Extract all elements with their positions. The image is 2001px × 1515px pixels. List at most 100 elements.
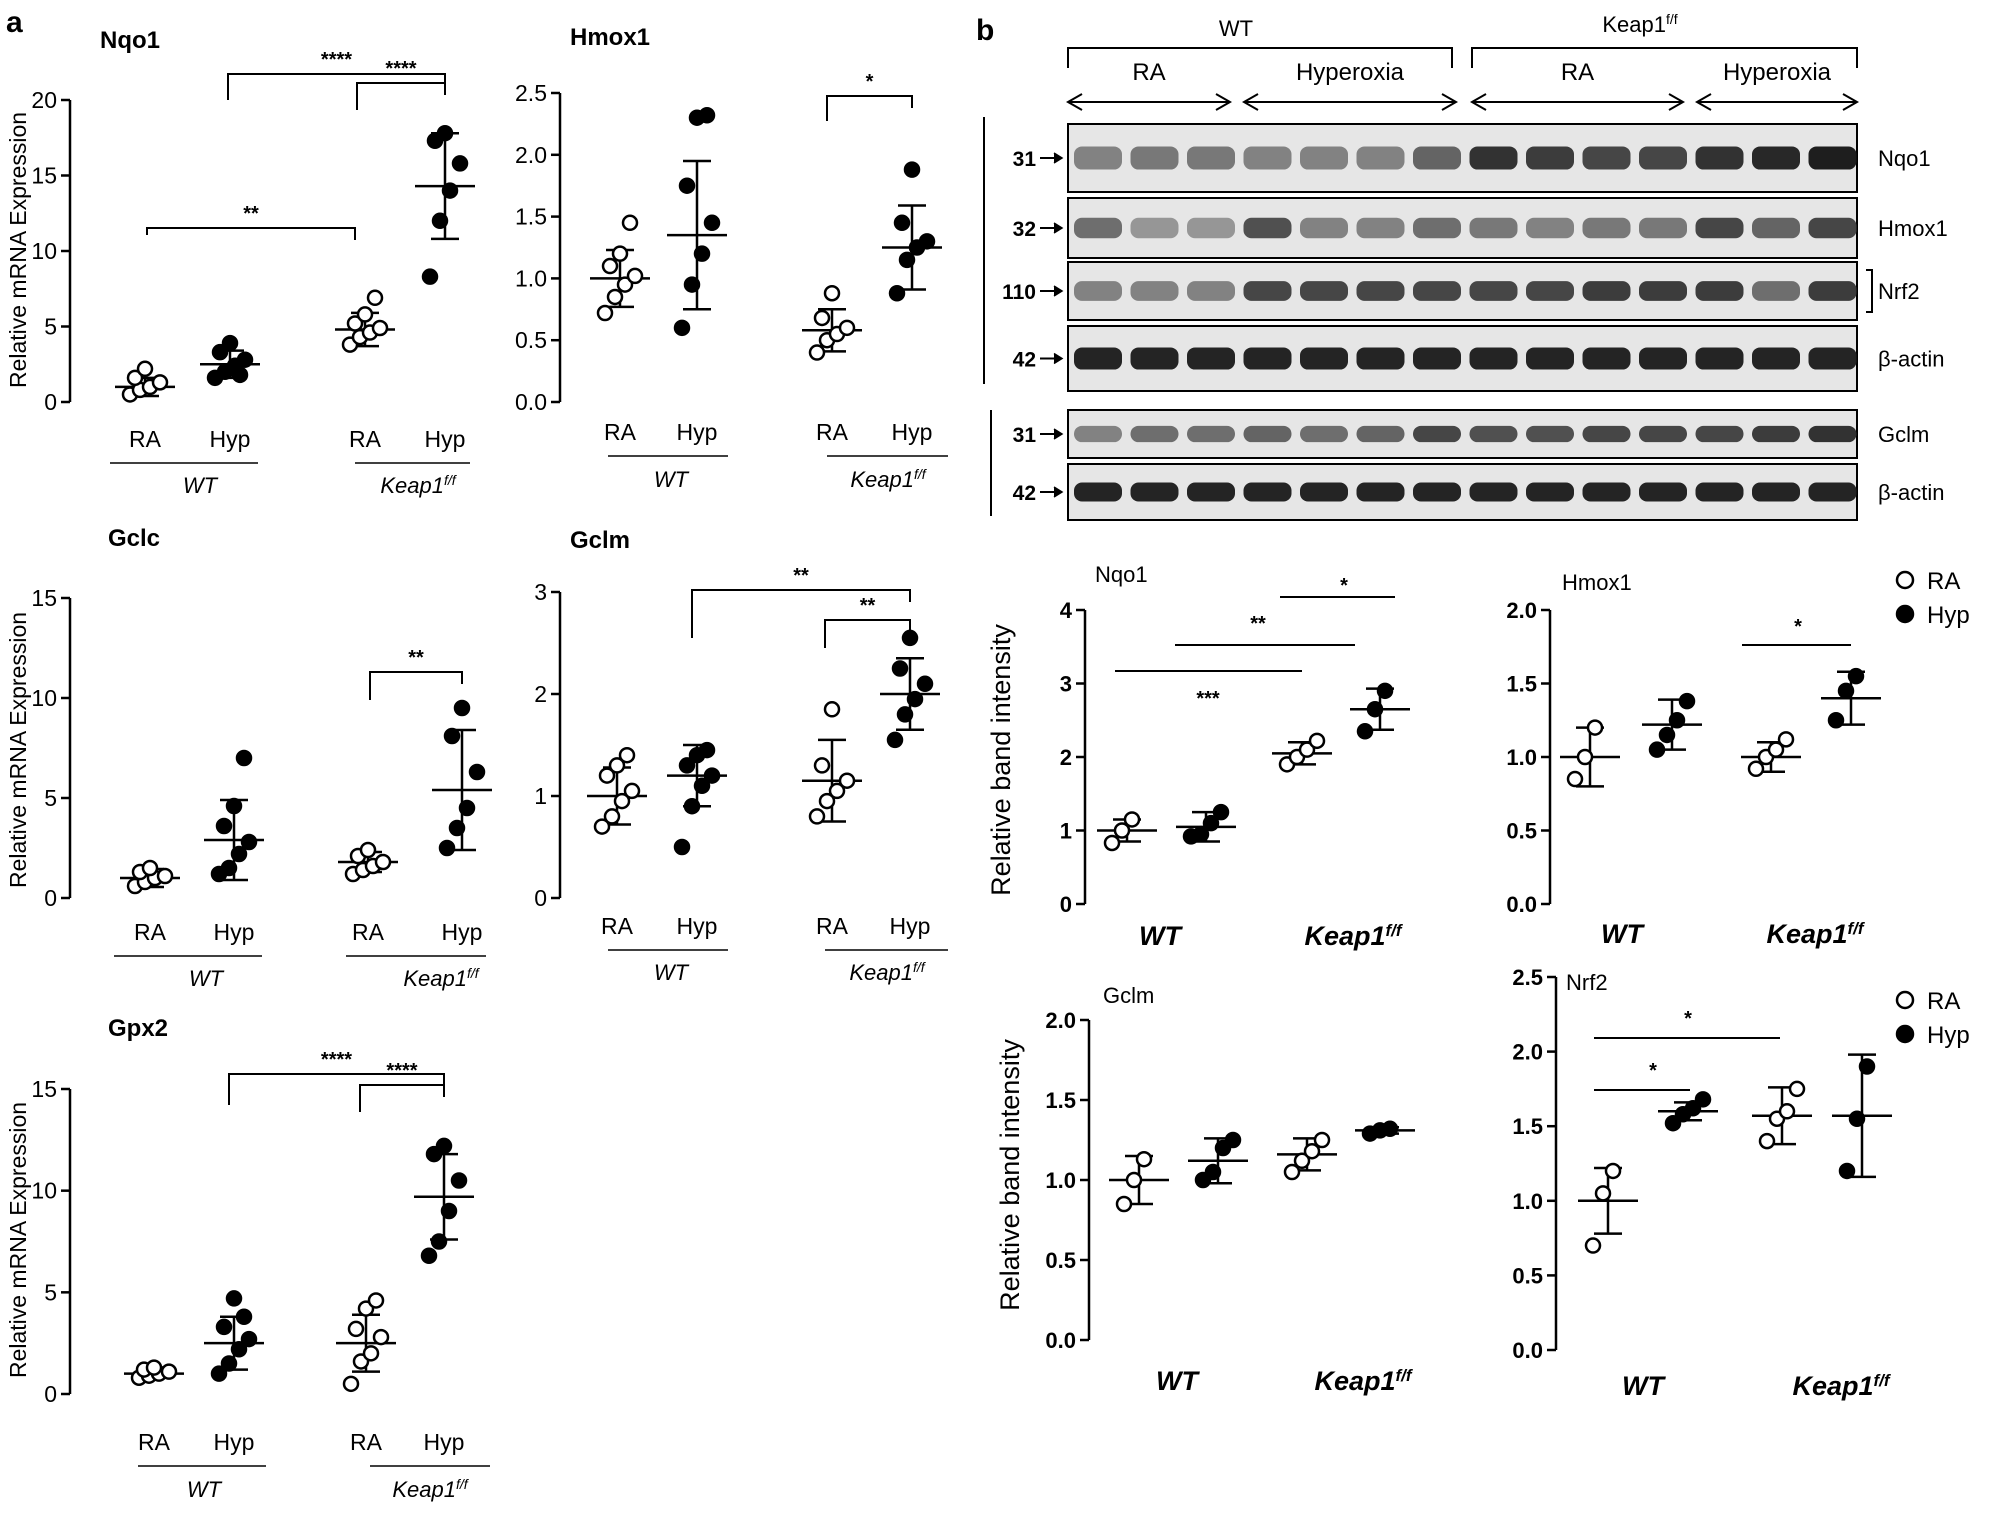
group-hyp-3 [432, 699, 492, 857]
y-tick-label: 1.5 [1506, 672, 1537, 697]
x-condition-label: RA [601, 913, 634, 939]
group-ra-2 [1752, 1080, 1812, 1150]
data-point-filled [1848, 1110, 1866, 1127]
data-point-open [160, 1363, 178, 1380]
data-point-open [145, 1359, 163, 1376]
data-point-filled [906, 690, 924, 708]
data-point-open [621, 214, 639, 232]
data-point-filled [1648, 741, 1666, 758]
molecular-weight-label: 32 [1013, 218, 1036, 241]
y-tick-label: 2.5 [515, 80, 547, 106]
group-hyp-1 [667, 106, 727, 337]
legend-marker-hyp [1895, 1024, 1915, 1044]
significance-stars: * [1340, 575, 1348, 597]
significance-bracket [359, 1084, 445, 1112]
data-point-open [367, 1292, 385, 1309]
blot-header-keap1: Keap1f/f [1602, 11, 1677, 37]
data-point-open [608, 757, 626, 774]
blot-band [1187, 425, 1235, 443]
blot-condition-3: Hyperoxia [1694, 59, 1860, 111]
blot-band [1413, 482, 1461, 502]
data-point-filled [435, 1137, 453, 1155]
y-tick-label: 0.0 [1045, 1328, 1076, 1353]
y-axis-label: Relative mRNA Expression [5, 112, 31, 388]
data-point-open [818, 792, 836, 810]
chart-title: Hmox1 [570, 24, 650, 51]
blot-band [1695, 425, 1744, 443]
blot-protein-label: Gclm [1878, 422, 1929, 447]
significance-bracket [691, 589, 911, 638]
nrf2-bracket [1866, 269, 1873, 313]
y-tick-label: 2.0 [515, 142, 547, 168]
mw-arrow-head [1053, 486, 1064, 498]
group-ra-2 [338, 841, 398, 883]
data-point-open [1135, 1150, 1153, 1168]
data-point-filled [1684, 1100, 1702, 1117]
x-condition-label: Hyp [214, 1429, 255, 1455]
data-point-filled [1827, 712, 1845, 729]
data-point-filled [441, 182, 459, 199]
y-tick-label: 2.0 [1506, 598, 1537, 623]
data-point-open [1123, 811, 1141, 828]
legend-label-ra: RA [1927, 988, 1960, 1015]
data-point-filled [888, 284, 906, 302]
condition-label: RA [1561, 59, 1594, 86]
y-tick-label: 0 [44, 389, 57, 415]
group-hyp-3 [414, 1137, 474, 1264]
significance-bracket [356, 82, 446, 110]
blot-band [1356, 425, 1405, 443]
data-point-filled [438, 839, 456, 857]
blot-band [1187, 347, 1235, 370]
blot-bracket-keap1 [1471, 47, 1858, 68]
blot-band [1130, 217, 1179, 239]
data-point-open [611, 245, 629, 262]
blot-band [1526, 425, 1574, 443]
y-tick-label: 10 [31, 685, 57, 711]
blot-band [1356, 217, 1405, 239]
blot-band [1695, 217, 1744, 239]
x-condition-label: RA [129, 426, 162, 452]
condition-label: Hyperoxia [1296, 59, 1405, 86]
blot-band [1582, 425, 1631, 443]
blot-band [1582, 146, 1631, 170]
x-condition-label: Hyp [892, 419, 933, 445]
data-point-open [1747, 760, 1765, 778]
group-hyp-3 [880, 629, 940, 749]
mw-arrow-head [1053, 222, 1064, 234]
blot-condition-1: Hyperoxia [1241, 59, 1459, 111]
chart-title: Gclm [570, 527, 630, 554]
data-point-open [342, 1375, 360, 1393]
x-condition-label: Hyp [442, 919, 483, 945]
chart-gclm-3: Gclm 0 1 2 3 RA Hyp RA Hyp WT Keap1f/f ** ** [534, 527, 948, 985]
legend-marker-hyp [1895, 604, 1915, 624]
legends-layer: RA Hyp RA Hyp [1895, 568, 1970, 1049]
blot-band [1695, 146, 1744, 170]
blot-header-wt: WT [1219, 16, 1253, 41]
data-point-open [838, 319, 856, 337]
blot-band [1639, 281, 1687, 301]
significance-stars: **** [321, 49, 352, 71]
data-point-filled [230, 845, 248, 863]
blot-band [1469, 425, 1518, 443]
y-tick-label: 3 [534, 579, 547, 605]
data-point-open [151, 374, 169, 391]
group-ra-2 [802, 701, 862, 825]
data-point-filled [436, 124, 454, 142]
y-tick-label: 1.0 [1506, 745, 1537, 770]
data-point-filled [240, 1330, 258, 1348]
data-point-filled [1381, 1120, 1399, 1138]
blot-band [1130, 482, 1179, 502]
group-hyp-1 [1658, 1091, 1718, 1132]
data-point-filled [678, 757, 696, 774]
group-hyp-3 [882, 161, 942, 302]
x-group-label-wt: WT [654, 467, 690, 492]
y-tick-label: 1.0 [1045, 1168, 1076, 1193]
blot-row-nrf2-2: 110 Nrf2 [1002, 261, 1920, 321]
data-point-open [603, 808, 621, 825]
data-point-open [626, 267, 644, 285]
data-point-open [1594, 1185, 1612, 1202]
significance-stars: * [1684, 1008, 1692, 1030]
data-point-filled [703, 767, 721, 784]
data-point-filled [693, 777, 711, 795]
group-ra-0 [124, 1359, 184, 1386]
